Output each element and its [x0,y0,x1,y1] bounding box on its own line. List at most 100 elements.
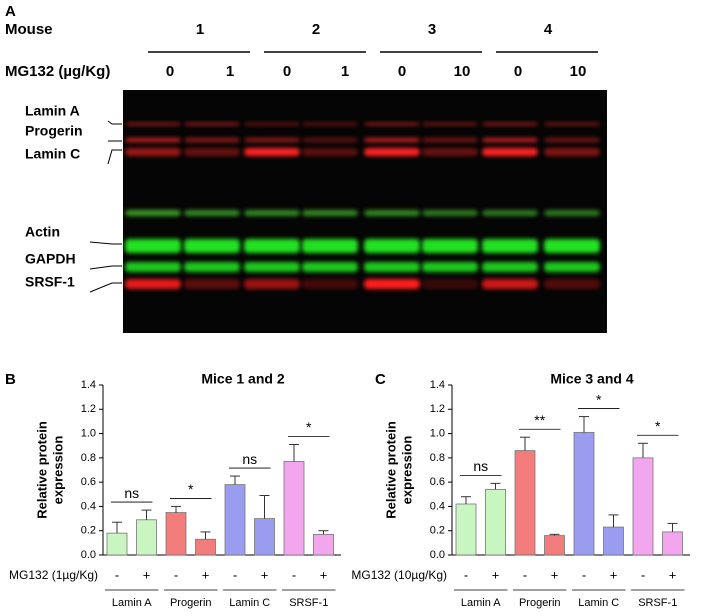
x-tick-label: - [582,567,586,582]
dose-label: MG132 (µg/Kg) [5,63,110,80]
blot-band [364,210,420,216]
x-tick-label: + [143,567,151,582]
blot-band [544,122,600,126]
dose: 10 [570,63,587,80]
blot-band [422,122,478,126]
x-tick-label: + [202,567,210,582]
y-tick-label: 0.6 [81,476,96,488]
treatment-label: MG132 (10µg/Kg) [351,568,447,582]
bar [662,531,683,556]
y-tick-label: 0.2 [81,525,96,537]
y-tick-label: 0.0 [430,549,445,561]
dose: 0 [398,63,406,80]
blot-band [422,138,478,142]
dose: 1 [226,63,234,80]
panel-label: C [375,371,386,388]
blot-band [364,262,420,272]
blot-band [302,148,358,156]
dose: 0 [166,63,174,80]
blot-band [125,148,181,156]
blot-band [244,122,300,126]
band-label: Lamin A [25,103,80,119]
blot-band [302,210,358,216]
band-pointer [107,120,122,125]
group-label: Lamin A [461,597,501,609]
significance-label: ns [473,458,488,474]
mouse-number: 2 [312,21,320,38]
blot-band [364,148,420,156]
band-label: Lamin C [25,146,80,162]
blot-band [482,262,538,272]
panel-label: B [5,371,16,388]
blot-band [364,239,420,253]
blot-band [184,148,240,156]
band-label: Actin [25,224,60,240]
group-label: Lamin C [229,597,270,609]
blot-band [244,210,300,216]
group-label: Lamin A [112,597,152,609]
blot-band [422,279,478,289]
band-pointer [107,149,122,165]
dose: 0 [514,63,522,80]
group-label: SRSF-1 [638,597,677,609]
blot-band [184,279,240,289]
blot-band [482,279,538,289]
blot-band [364,138,420,142]
bar [455,503,477,556]
blot-band [184,210,240,216]
panel-label: A [5,3,16,20]
y-tick-label: 1.2 [81,403,96,415]
blot-band [244,239,300,253]
significance-label: * [306,419,312,435]
x-tick-label: - [115,567,119,582]
blot-band [244,138,300,142]
x-tick-label: + [669,567,677,582]
y-tick-label: 0.4 [81,500,96,512]
bar [254,518,275,556]
x-tick-label: - [174,567,178,582]
x-tick-label: - [292,567,296,582]
blot-band [244,262,300,272]
bar [485,489,506,556]
blot-band [125,138,181,142]
band-pointer [89,265,122,270]
blot-band [544,262,600,272]
y-tick-label: 1.0 [430,427,445,439]
band-label: Progerin [25,123,83,139]
blot-band [422,262,478,272]
blot-band [302,279,358,289]
y-tick-label: 1.2 [430,403,445,415]
blot-band [125,262,181,272]
y-tick-label: 1.4 [430,379,445,391]
blot-band [302,239,358,253]
bar [136,519,157,556]
chart-title: Mice 1 and 2 [201,371,284,387]
bar [544,535,565,556]
blot-band [302,262,358,272]
blot-band [544,210,600,216]
blot-band [482,239,538,253]
blot-band [544,239,600,253]
significance-label: * [655,418,661,434]
mouse-number: 1 [196,21,204,38]
x-tick-label: + [551,567,559,582]
group-label: Progerin [170,597,212,609]
blot-band [244,279,300,289]
bar [283,461,305,556]
bar [632,457,654,556]
bar [603,526,624,556]
blot-band [125,210,181,216]
blot-band [544,138,600,142]
blot-band [422,210,478,216]
significance-label: ns [242,451,257,467]
x-tick-label: - [464,567,468,582]
bar [224,484,246,556]
blot-band [364,279,420,289]
x-tick-label: - [641,567,645,582]
blot-band [482,210,538,216]
significance-label: * [596,391,602,407]
bar [165,512,187,556]
x-tick-label: + [492,567,500,582]
group-label: SRSF-1 [289,597,328,609]
y-axis-label: expression [399,436,414,505]
